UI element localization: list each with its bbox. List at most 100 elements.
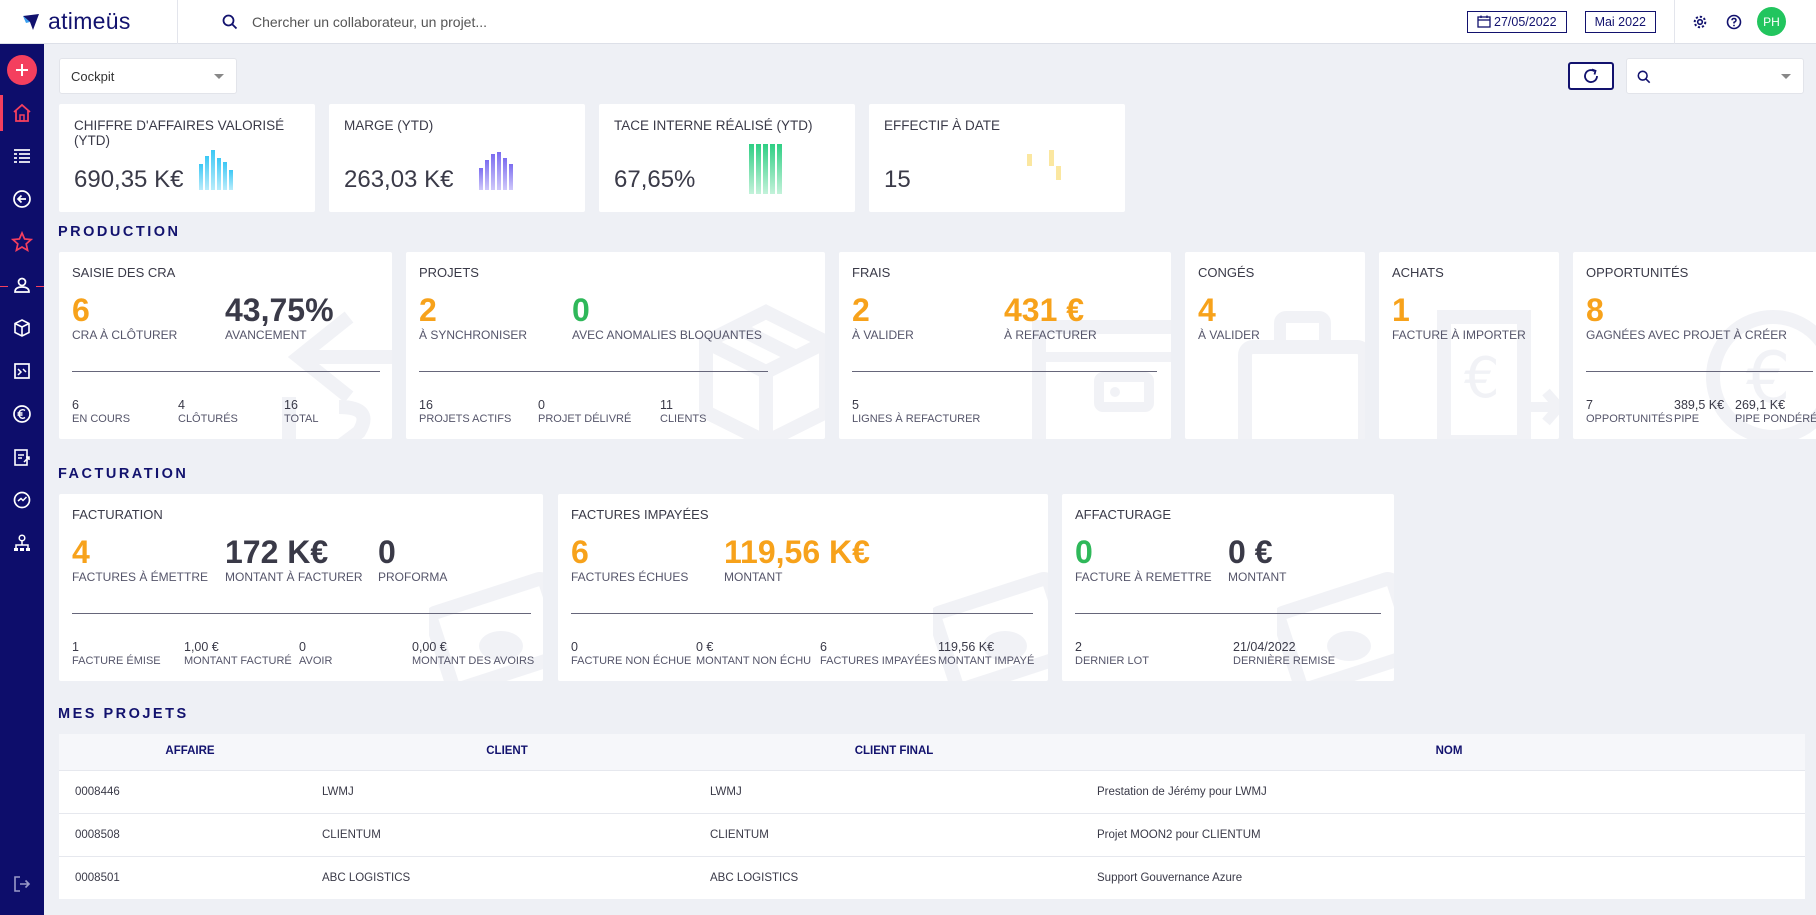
stat-value: 119,56 K€ [938, 640, 995, 654]
cockpit-select[interactable]: Cockpit [59, 58, 237, 94]
card-frais[interactable]: FRAIS 2 À VALIDER 431 € À REFACTURER 5 L… [839, 252, 1171, 439]
table-cell: CLIENTUM [322, 829, 381, 841]
table-row[interactable]: 0008508 CLIENTUM CLIENTUM Projet MOON2 p… [59, 813, 1805, 856]
sidebar-item-favorites[interactable] [0, 224, 44, 260]
card-opportunites[interactable]: € OPPORTUNITÉS 8 GAGNÉES AVEC PROJET À C… [1573, 252, 1816, 439]
logo[interactable]: atimeüs [0, 0, 178, 44]
stat-value: 1 [72, 640, 79, 654]
card-factures-impayees[interactable]: FACTURES IMPAYÉES 6 FACTURES ÉCHUES 119,… [558, 494, 1048, 681]
calendar-icon [1477, 15, 1491, 28]
help-icon[interactable] [1725, 13, 1743, 31]
money-watermark-icon [429, 571, 543, 681]
period-button[interactable]: Mai 2022 [1584, 10, 1656, 33]
kpi-card-effectif[interactable]: EFFECTIF À DATE 15 [869, 104, 1125, 212]
table-row[interactable]: 0008446 LWMJ LWMJ Prestation de Jérémy p… [59, 770, 1805, 813]
divider [419, 371, 768, 372]
card-title: AFFACTURAGE [1075, 507, 1172, 522]
kpi-label: CHIFFRE D'AFFAIRES VALORISÉ (YTD) [74, 118, 285, 148]
table-header: AFFAIRE CLIENT CLIENT FINAL NOM [59, 734, 1805, 770]
table-cell: 0008446 [75, 786, 120, 798]
card-achats[interactable]: € ACHATS 1 FACTURE À IMPORTER [1379, 252, 1559, 439]
avatar[interactable]: PH [1757, 7, 1786, 36]
card-facturation[interactable]: FACTURATION 4 FACTURES À ÉMETTRE 172 K€ … [59, 494, 543, 681]
invoice-icon [14, 449, 30, 466]
stat-label: CRA À CLÔTURER [72, 328, 178, 342]
column-header[interactable]: AFFAIRE [165, 745, 215, 757]
refresh-button[interactable] [1568, 62, 1614, 90]
search-input[interactable] [252, 13, 672, 30]
stat-label: PIPE [1674, 413, 1700, 425]
stat-label: PROJETS ACTIFS [419, 413, 512, 425]
date-button[interactable]: 27/05/2022 [1467, 10, 1567, 33]
chart-icon [13, 491, 31, 509]
stat-value: 2 [419, 292, 437, 328]
stat-label: FACTURE ÉMISE [72, 655, 161, 667]
table-row[interactable]: 0008501 ABC LOGISTICS ABC LOGISTICS Supp… [59, 856, 1805, 899]
card-title: FACTURES IMPAYÉES [571, 507, 709, 522]
sidebar-item-finance[interactable] [0, 396, 44, 432]
stat-label: PROJET DÉLIVRÉ [538, 413, 632, 425]
stat-value: 16 [284, 398, 298, 412]
sidebar-item-home[interactable] [0, 95, 44, 131]
stat-value: 43,75% [225, 292, 334, 328]
stat-value: 1,00 € [184, 640, 219, 654]
card-affacturage[interactable]: AFFACTURAGE 0 FACTURE À REMETTRE 0 € MON… [1062, 494, 1394, 681]
divider [1674, 0, 1675, 44]
card-title: OPPORTUNITÉS [1586, 265, 1689, 280]
divider [72, 371, 380, 372]
stat-label: CLIENTS [660, 413, 707, 425]
list-icon [14, 149, 30, 163]
stat-label: À SYNCHRONISER [419, 328, 528, 342]
divider [852, 371, 1157, 372]
filter-select[interactable] [1626, 58, 1804, 94]
sidebar-item-projects[interactable] [0, 310, 44, 346]
sidebar-item-invoices[interactable] [0, 439, 44, 475]
stat-label: AVEC ANOMALIES BLOQUANTES [572, 328, 762, 342]
stat-label: À VALIDER [1198, 328, 1260, 342]
card-title: PROJETS [419, 265, 479, 280]
stat-label: MONTANT NON ÉCHU [696, 655, 812, 667]
search-icon [1637, 70, 1651, 84]
column-header[interactable]: CLIENT [486, 745, 528, 757]
stat-value: 0 € [696, 640, 714, 654]
card-cra[interactable]: SAISIE DES CRA 6 CRA À CLÔTURER 43,75% A… [59, 252, 392, 439]
sidebar-item-back[interactable] [0, 181, 44, 217]
stat-label: DERNIÈRE REMISE [1233, 655, 1336, 667]
bar-chart-icon [199, 150, 233, 190]
sidebar-item-expenses[interactable] [0, 353, 44, 389]
stat-value: 0 € [1228, 534, 1273, 570]
sidebar-item-users[interactable] [0, 267, 44, 303]
stat-label: OPPORTUNITÉS [1586, 413, 1673, 425]
plus-icon [16, 64, 28, 76]
sidebar-item-organization[interactable] [0, 525, 44, 561]
sidebar-item-list[interactable] [0, 138, 44, 174]
search-icon[interactable] [222, 14, 238, 30]
cockpit-select-value: Cockpit [71, 68, 115, 84]
kpi-card-tace[interactable]: TACE INTERNE RÉALISÉ (YTD) 67,65% [599, 104, 855, 212]
stat-value: 4 [72, 534, 90, 570]
sidebar-marker [0, 286, 8, 287]
kpi-card-marge[interactable]: MARGE (YTD) 263,03 K€ [329, 104, 585, 212]
stat-value: 0 [1075, 534, 1093, 570]
card-title: SAISIE DES CRA [72, 265, 176, 280]
settings-gear-icon[interactable] [1691, 13, 1709, 31]
sidebar-item-reports[interactable] [0, 482, 44, 518]
card-conges[interactable]: CONGÉS 4 À VALIDER [1185, 252, 1365, 439]
card-projets[interactable]: PROJETS 2 À SYNCHRONISER 0 AVEC ANOMALIE… [406, 252, 825, 439]
column-header[interactable]: NOM [1435, 745, 1463, 757]
stat-value: 0 [572, 292, 590, 328]
stat-label: FACTURES IMPAYÉES [820, 655, 937, 667]
column-header[interactable]: CLIENT FINAL [854, 745, 934, 757]
date-label: 27/05/2022 [1494, 14, 1557, 29]
chevron-down-icon [1781, 74, 1791, 79]
kpi-card-ca[interactable]: CHIFFRE D'AFFAIRES VALORISÉ (YTD) 690,35… [59, 104, 315, 212]
add-button[interactable] [7, 55, 37, 85]
card-title: ACHATS [1392, 265, 1444, 280]
table-cell: ABC LOGISTICS [710, 872, 799, 884]
period-label: Mai 2022 [1594, 14, 1646, 29]
arrow-left-circle-icon [13, 190, 31, 208]
sidebar-item-logout[interactable] [0, 866, 44, 902]
kpi-label: MARGE (YTD) [344, 118, 434, 133]
stat-value: 21/04/2022 [1233, 640, 1296, 654]
logout-icon [14, 876, 31, 892]
